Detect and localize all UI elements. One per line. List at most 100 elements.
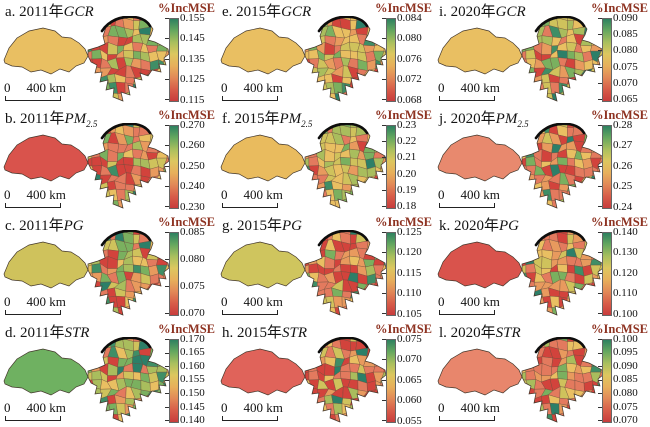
district-cell — [522, 297, 528, 308]
river-boundary-line — [317, 230, 369, 247]
district-cell — [572, 188, 582, 198]
colorbar-tick-mark — [382, 58, 386, 60]
district-cell — [526, 183, 536, 191]
scale-zero-label: 0 — [4, 294, 11, 309]
scale-bar-text: 0 400 km — [4, 295, 66, 309]
legend-body: 0.23 0.22 0.21 0.20 0.19 0.18 — [369, 118, 433, 213]
district-cell — [91, 410, 104, 422]
colorbar-tick-label: 0.230 — [180, 200, 205, 213]
panel-variable-name: PG — [499, 218, 520, 234]
district-cell — [91, 83, 102, 94]
colorbar-tick-mark — [598, 393, 602, 394]
district-cell — [355, 410, 368, 422]
scale-bar-text: 0 400 km — [4, 81, 66, 95]
district-cell — [138, 295, 148, 305]
district-cell — [101, 196, 112, 208]
district-cell — [108, 421, 120, 422]
colorbar-tick-mark — [382, 399, 386, 401]
district-cell — [349, 83, 360, 91]
district-cell — [305, 66, 313, 77]
colorbar-tick-mark — [598, 82, 602, 84]
colorbar-tick-label: 0.150 — [180, 387, 205, 400]
district-cell — [572, 410, 585, 422]
district-cell — [133, 50, 142, 60]
district-cell — [305, 173, 313, 184]
colorbar-tick-mark — [382, 339, 386, 340]
district-cell — [348, 89, 360, 101]
choropleth-map — [437, 123, 604, 209]
west-region — [3, 27, 89, 75]
scale-zero-label: 0 — [438, 187, 445, 202]
scale-zero-label: 0 — [438, 294, 445, 309]
scale-distance-label: 400 km — [26, 187, 66, 202]
legend-title: %IncMSE — [375, 108, 432, 122]
district-cell — [91, 250, 101, 260]
district-cell — [557, 264, 568, 273]
river-boundary-line — [317, 337, 369, 354]
district-cell — [88, 132, 96, 144]
map-panel-h: h. 2015年STR %IncMSE 0.075 0.070 0.065 0.060… — [217, 321, 434, 427]
map-panel-i: i. 2020年GCR %IncMSE 0.090 0.085 0.080 0.075… — [434, 0, 650, 107]
district-cell — [522, 289, 530, 300]
scale-zero-label: 0 — [438, 400, 445, 415]
colorbar-tick-label: 0.080 — [613, 44, 638, 57]
colorbar-tick-mark — [598, 50, 602, 52]
colorbar — [386, 125, 396, 209]
district-cell — [131, 303, 143, 315]
panel-variable-name: STR — [64, 325, 90, 341]
district-cell — [348, 206, 360, 208]
district-cell — [138, 81, 148, 91]
district-cell — [318, 196, 329, 208]
district-cell — [308, 89, 321, 101]
panel-variable-subscript: 2.5 — [86, 119, 98, 129]
scale-distance-label: 400 km — [243, 294, 283, 309]
colorbar-tick-mark — [598, 206, 602, 207]
scale-zero-label: 0 — [221, 294, 228, 309]
district-cell — [125, 420, 133, 422]
district-cell — [99, 337, 110, 343]
district-cell — [305, 346, 313, 358]
district-cell — [100, 98, 110, 101]
scale-bar: 0 400 km — [4, 295, 66, 315]
district-cell — [100, 312, 110, 315]
district-cell — [123, 264, 134, 273]
district-cell — [117, 207, 127, 208]
district-cell — [542, 100, 554, 101]
scale-bar-bracket — [439, 416, 495, 421]
district-cell — [526, 338, 538, 349]
scale-bar: 0 400 km — [438, 401, 500, 421]
colorbar-tick-mark — [165, 38, 169, 40]
district-cell — [305, 83, 311, 94]
panel-label: k. 2020年PG — [439, 214, 519, 236]
district-cell — [316, 230, 327, 236]
district-cell — [91, 89, 104, 101]
colorbar-tick-label: 0.120 — [397, 246, 422, 258]
district-cell — [88, 66, 96, 77]
colorbar-tick-label: 0.23 — [397, 118, 417, 131]
colorbar-tick-mark — [598, 34, 602, 36]
district-cell — [308, 357, 318, 367]
scale-zero-label: 0 — [221, 400, 228, 415]
scale-bar: 0 400 km — [221, 401, 283, 421]
district-cell — [117, 421, 127, 422]
district-cell — [349, 297, 360, 305]
west-region — [437, 348, 523, 396]
district-cell — [565, 206, 577, 208]
colorbar-tick-mark — [165, 379, 169, 381]
colorbar-tick-mark — [165, 232, 169, 233]
district-cell — [522, 305, 526, 315]
district-cell — [88, 250, 93, 260]
colorbar-tick-mark — [382, 173, 386, 175]
river-boundary-line — [100, 123, 152, 140]
colorbar — [386, 339, 396, 423]
district-cell — [305, 280, 313, 291]
district-cell — [305, 289, 313, 300]
colorbar-tick-mark — [598, 185, 602, 187]
scale-bar-bracket — [439, 203, 495, 208]
district-cell — [309, 337, 317, 344]
district-cell — [100, 419, 110, 422]
colorbar-tick-label: 0.110 — [613, 287, 638, 299]
district-cell — [574, 207, 585, 208]
district-cell — [91, 196, 104, 208]
colorbar-tick-mark — [382, 78, 386, 80]
